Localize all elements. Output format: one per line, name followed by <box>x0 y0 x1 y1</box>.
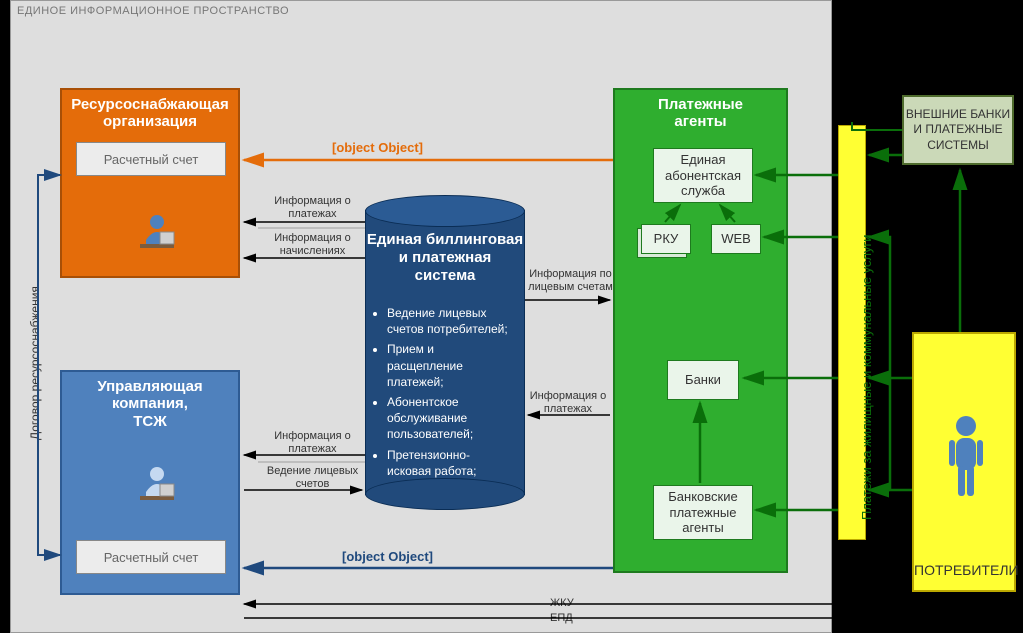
subscriber-service-box: Единая абонентская служба <box>653 148 753 203</box>
epd-label: ЕПД <box>550 612 573 625</box>
housing-payments-label: [object Object] <box>342 549 433 564</box>
ledger-label: Ведение лицевых счетов <box>260 465 365 490</box>
mgmt-org-box: Управляющая компания, ТСЖ Расчетный счет <box>60 370 240 595</box>
info-space-title: ЕДИНОЕ ИНФОРМАЦИОННОЕ ПРОСТРАНСТВО <box>17 5 289 17</box>
mgmt-org-title: Управляющая компания, ТСЖ <box>62 372 238 434</box>
resource-org-account: Расчетный счет <box>76 142 226 176</box>
payments-strip-label: Платежи за жилищные и коммунальные услуг… <box>859 234 874 520</box>
utility-payments-label: [object Object] <box>332 140 423 155</box>
agents-panel: Платежные агенты Единая абонентская служ… <box>613 88 788 573</box>
billing-cylinder: Единая биллинговая и платежная система В… <box>365 195 525 510</box>
info-accounts-label: Информация по лицевым счетам <box>528 268 613 293</box>
supply-contract-label: Договор ресурсоснабжения <box>28 286 42 440</box>
rku-box: РКУ <box>641 224 691 254</box>
info-payments-label-3: Информация о платежах <box>265 430 360 455</box>
web-box: WEB <box>711 224 761 254</box>
person-icon <box>944 414 988 504</box>
info-payments-label-2: Информация о платежах <box>528 390 608 415</box>
bank-agents-box: Банковские платежные агенты <box>653 485 753 540</box>
billing-title: Единая биллинговая и платежная система <box>365 231 525 285</box>
zhku-label: ЖКУ <box>550 597 574 610</box>
ext-banks-box: ВНЕШНИЕ БАНКИ И ПЛАТЕЖНЫЕ СИСТЕМЫ <box>902 95 1014 165</box>
banks-box: Банки <box>667 360 739 400</box>
user-desk-icon <box>132 210 182 260</box>
consumers-label: ПОТРЕБИТЕЛИ <box>914 562 1014 578</box>
resource-org-title: Ресурсоснабжающая организация <box>62 90 238 135</box>
resource-org-box: Ресурсоснабжающая организация Расчетный … <box>60 88 240 278</box>
consumers-box: ПОТРЕБИТЕЛИ <box>912 332 1016 592</box>
agents-title: Платежные агенты <box>615 90 786 137</box>
user-desk-icon <box>132 462 182 512</box>
billing-list: Ведение лицевых счетов потребителей; При… <box>365 305 525 483</box>
info-payments-label-1: Информация о платежах <box>265 195 360 220</box>
diagram-canvas: ЕДИНОЕ ИНФОРМАЦИОННОЕ ПРОСТРАНСТВО Ресур… <box>0 0 1023 631</box>
mgmt-org-account: Расчетный счет <box>76 540 226 574</box>
info-charges-label: Информация о начислениях <box>265 232 360 257</box>
